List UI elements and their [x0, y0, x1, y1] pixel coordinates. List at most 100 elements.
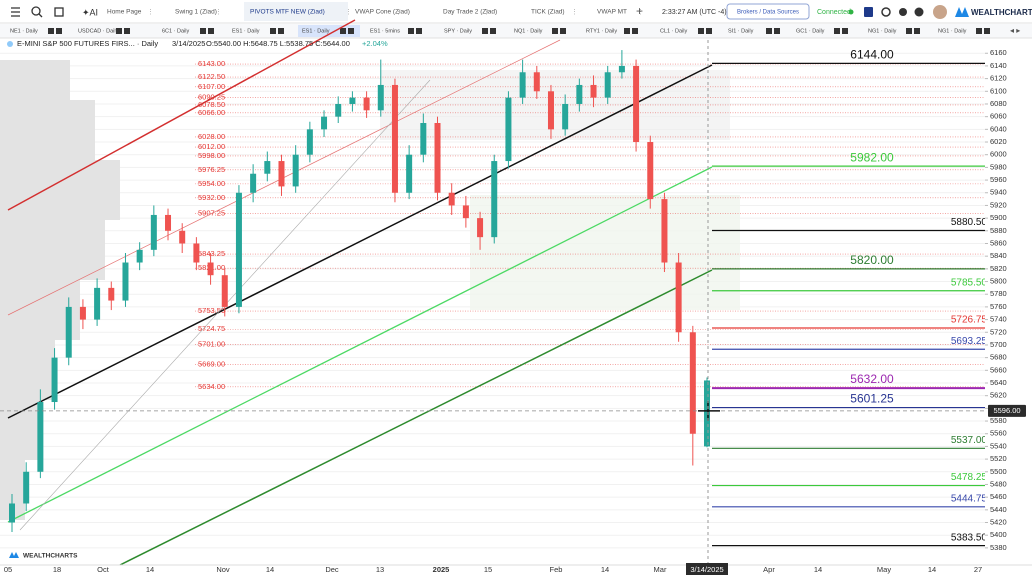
symbol-tab[interactable]: CL1 · Daily: [660, 28, 687, 34]
tab[interactable]: VWAP MT: [597, 9, 627, 16]
candle-body: [108, 287, 115, 301]
add-tab[interactable]: +: [636, 4, 643, 18]
y-tick-label: 5700: [990, 340, 1007, 349]
candle-body: [547, 91, 554, 130]
level-label: 5880.50: [951, 217, 988, 228]
tab[interactable]: Swing 1 (Ziad): [175, 9, 217, 16]
y-tick-label: 5420: [990, 517, 1007, 526]
avatar[interactable]: [933, 5, 947, 19]
y-tick-label: 5640: [990, 378, 1007, 387]
save-icon[interactable]: [864, 7, 873, 17]
level-label: 6066.00: [198, 108, 225, 117]
candle-body: [51, 357, 58, 403]
help-icon[interactable]: [914, 7, 924, 17]
symbol-badge: [48, 28, 54, 34]
candle-body: [321, 116, 328, 130]
y-tick-label: 5980: [990, 162, 1007, 171]
layout-icon[interactable]: [54, 7, 64, 17]
symbol-tab[interactable]: NG1 · Daily: [868, 28, 897, 34]
x-tick-label: 3/14/2025: [690, 565, 723, 574]
y-tick-label: 5380: [990, 543, 1007, 552]
tab-menu[interactable]: ⋮: [571, 9, 578, 16]
sources-label[interactable]: Brokers / Data Sources: [737, 10, 799, 16]
search-icon[interactable]: [31, 6, 41, 16]
level-label: 6090.25: [198, 92, 225, 101]
tab[interactable]: PIVOTS MTF NEW (Ziad): [250, 9, 325, 16]
symbol-badge: [766, 28, 772, 34]
icons: [11, 6, 64, 18]
y-tick-label: 5960: [990, 175, 1007, 184]
x-tick-label: 05: [4, 565, 12, 574]
level-label: 5601.25: [850, 392, 894, 406]
tab-menu[interactable]: ⋮: [215, 9, 222, 16]
symbol-tab[interactable]: USDCAD · Daily: [78, 28, 119, 34]
symbol-badge: [348, 28, 354, 34]
tab-menu[interactable]: ⋮: [637, 9, 644, 16]
candle-body: [590, 84, 597, 98]
symbol-tab[interactable]: NE1 · Daily: [10, 28, 38, 34]
trend-lines: [7, 19, 713, 566]
trend-line: [7, 19, 356, 211]
candle-body: [37, 402, 44, 472]
symbol-tab[interactable]: NG1 · Daily: [938, 28, 967, 34]
level-label: 5669.00: [198, 360, 225, 369]
tabs: Home Page ⋮ Swing 1 (Ziad)⋮ PIVOTS MTF NEW …: [107, 9, 644, 16]
candle-body: [250, 173, 257, 193]
y-tick-label: 5560: [990, 429, 1007, 438]
level-label: 5976.25: [198, 165, 225, 174]
tab-menu[interactable]: ⋮: [147, 9, 154, 16]
tab[interactable]: VWAP Cone (Ziad): [355, 9, 410, 16]
symbol-tab[interactable]: GC1 · Daily: [796, 28, 825, 34]
level-label: 5753.50: [198, 306, 225, 315]
menu-icon[interactable]: [11, 7, 20, 17]
alarm-icon[interactable]: [881, 7, 891, 17]
y-tick-label: 5680: [990, 353, 1007, 362]
volume-profile: [0, 60, 740, 520]
y-tick-label: 6140: [990, 61, 1007, 70]
candles: [9, 50, 710, 533]
tab-menu[interactable]: ⋮: [483, 9, 490, 16]
ai-icon[interactable]: ✦AI: [82, 7, 98, 17]
symbol-tab[interactable]: ES1 · Daily: [302, 28, 330, 34]
symbol-badge: [984, 28, 990, 34]
symbol-badge: [278, 28, 284, 34]
x-tick-label: 14: [266, 565, 274, 574]
symbol-tab[interactable]: NQ1 · Daily: [514, 28, 543, 34]
symbol-tab[interactable]: RTY1 · Daily: [586, 28, 617, 34]
symbol-badge: [698, 28, 704, 34]
watermark-logo: [9, 552, 19, 558]
candle-body: [122, 262, 129, 301]
symbol-badge: [482, 28, 488, 34]
tab-menu[interactable]: ⋮: [345, 9, 352, 16]
tab[interactable]: TICK (Ziad): [531, 9, 565, 16]
symbol-tab[interactable]: SPY · Daily: [444, 28, 472, 34]
symbol-badge: [632, 28, 638, 34]
y-tick-label: 5860: [990, 238, 1007, 247]
ohlc: O:5540.00 H:5648.75 L:5538.75 C:5644.00: [206, 39, 350, 48]
candle-body: [519, 72, 526, 98]
level-label: 5932.00: [198, 193, 225, 202]
level-label: 5998.00: [198, 151, 225, 160]
tab[interactable]: Day Trade 2 (Ziad): [443, 9, 497, 16]
change: +2.04%: [362, 39, 388, 48]
symbol-tab[interactable]: ES1 · 5mins: [370, 28, 400, 34]
settings-icon[interactable]: [899, 8, 907, 16]
overlay: [0, 400, 985, 421]
x-tick-label: Dec: [325, 565, 339, 574]
tab-menu[interactable]: ⋮: [395, 9, 402, 16]
symbol-tab[interactable]: ES1 · Daily: [232, 28, 260, 34]
symbol-tab[interactable]: 6C1 · Daily: [162, 28, 189, 34]
symbol-badge: [624, 28, 630, 34]
tab[interactable]: Home Page: [107, 9, 142, 16]
candle-body: [406, 154, 413, 193]
y-tick-label: 5620: [990, 391, 1007, 400]
candle-body: [23, 471, 30, 504]
y-tick-label: 5460: [990, 492, 1007, 501]
symbol-bar-controls[interactable]: ◂ ▸: [1010, 26, 1020, 35]
symbol-tab[interactable]: SI1 · Daily: [728, 28, 754, 34]
sources-button[interactable]: [726, 3, 810, 20]
brand: WEALTHCHARTS: [971, 8, 1032, 17]
candle-body: [235, 192, 242, 307]
candle-body: [335, 103, 342, 117]
y-tick-label: 5920: [990, 200, 1007, 209]
